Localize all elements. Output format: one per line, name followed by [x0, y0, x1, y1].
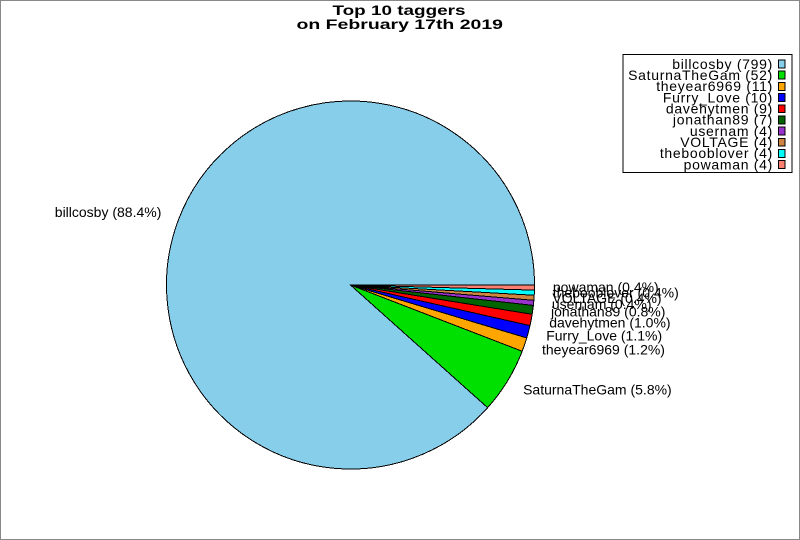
- svg-text:VOLTAGE (0.4%): VOLTAGE (0.4%): [552, 290, 661, 306]
- svg-text:powaman (4): powaman (4): [684, 156, 773, 172]
- svg-text:SaturnaTheGam (5.8%): SaturnaTheGam (5.8%): [523, 382, 672, 398]
- svg-text:jonathan89 (7): jonathan89 (7): [672, 112, 773, 128]
- svg-text:davehytmen (9): davehytmen (9): [666, 101, 773, 117]
- svg-text:Furry_Love (1.1%): Furry_Love (1.1%): [546, 328, 662, 344]
- svg-text:Furry_Love (10): Furry_Love (10): [663, 89, 773, 105]
- svg-text:theyear6969 (1.2%): theyear6969 (1.2%): [542, 342, 665, 358]
- svg-text:thebooblover (0.4%): thebooblover (0.4%): [553, 285, 679, 301]
- svg-text:davehytmen (1.0%): davehytmen (1.0%): [549, 315, 670, 331]
- svg-text:billcosby (799): billcosby (799): [672, 56, 773, 72]
- svg-text:VOLTAGE (4): VOLTAGE (4): [680, 134, 773, 150]
- svg-text:on February 17th 2019: on February 17th 2019: [297, 16, 504, 32]
- svg-text:SaturnaTheGam (52): SaturnaTheGam (52): [628, 67, 773, 83]
- svg-text:usernam (0.4%): usernam (0.4%): [552, 296, 652, 312]
- svg-text:theyear6969 (11): theyear6969 (11): [656, 78, 773, 94]
- svg-text:powaman (0.4%): powaman (0.4%): [553, 279, 659, 295]
- svg-text:billcosby (88.4%): billcosby (88.4%): [55, 204, 162, 220]
- svg-text:usernam (4): usernam (4): [690, 123, 773, 139]
- svg-text:jonathan89 (0.8%): jonathan89 (0.8%): [550, 303, 665, 319]
- svg-text:Top 10 taggers: Top 10 taggers: [333, 2, 466, 18]
- svg-text:thebooblover (4): thebooblover (4): [660, 145, 773, 161]
